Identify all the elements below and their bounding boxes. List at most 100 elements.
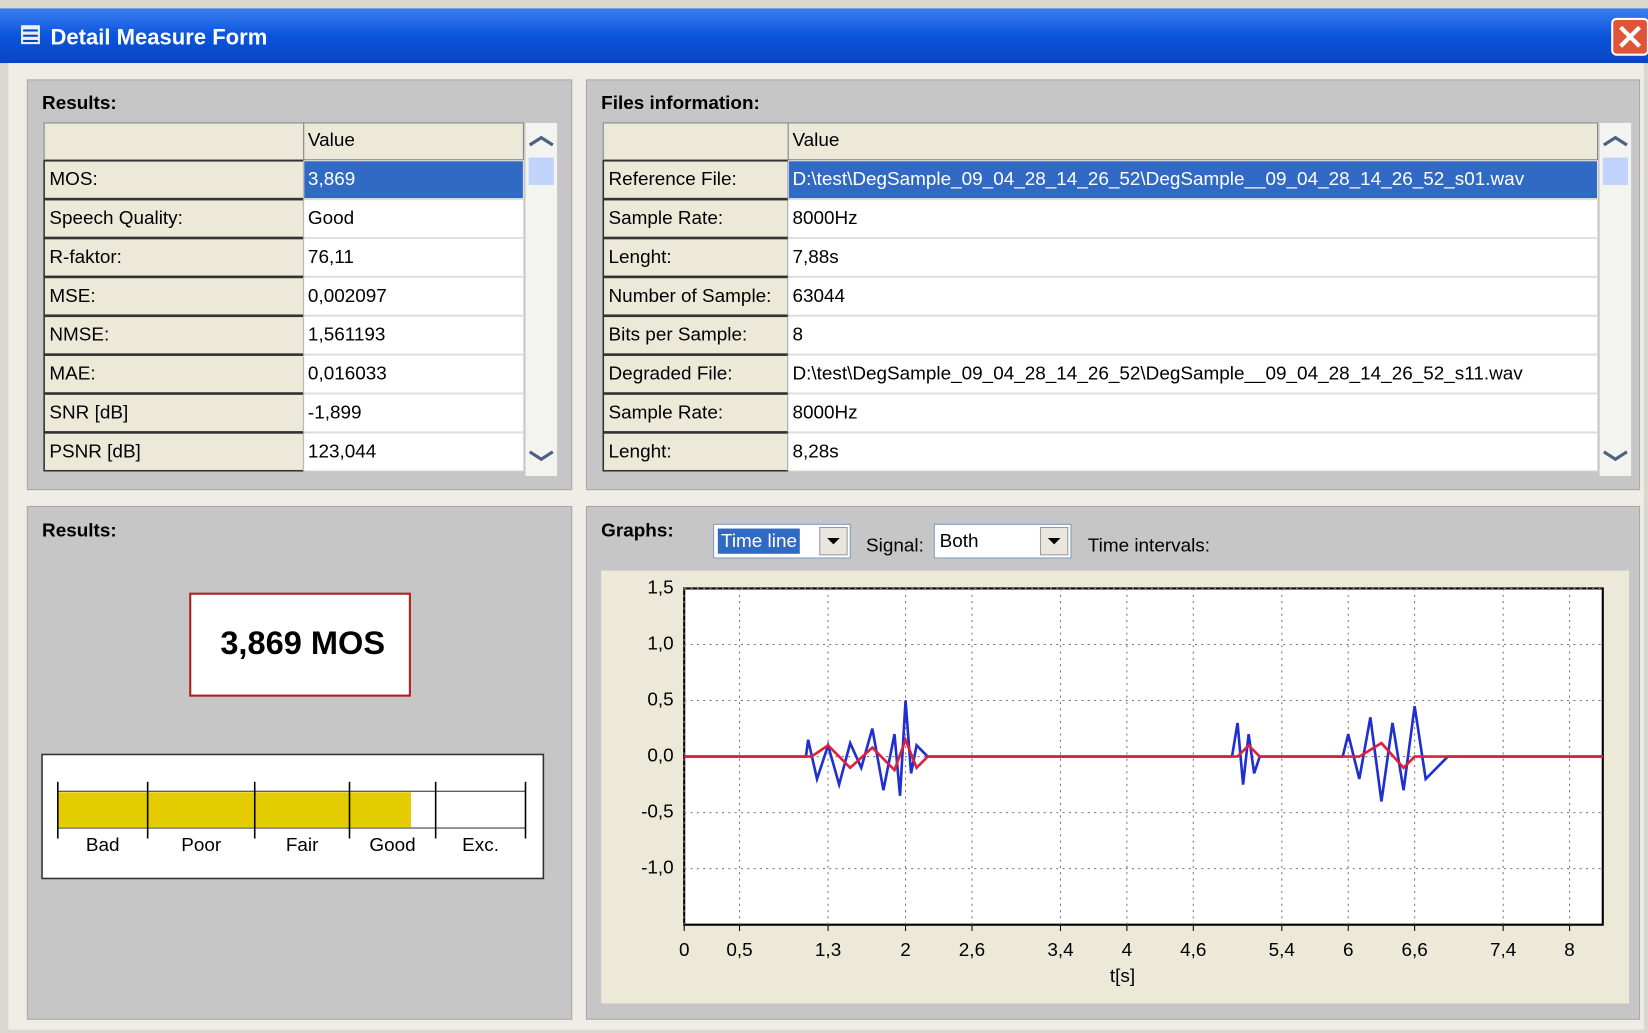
panel-title: Files information:: [601, 93, 760, 114]
row-value: 8: [792, 325, 803, 346]
x-tick-label: 0: [679, 940, 690, 961]
value-cell: [303, 238, 524, 277]
signal-dropdown-value: Both: [940, 531, 979, 552]
x-tick-label: 3,4: [1047, 940, 1073, 961]
row-value: 0,016033: [308, 364, 387, 385]
row-label: SNR [dB]: [49, 402, 128, 423]
x-axis-label: t[s]: [1110, 966, 1135, 987]
x-tick-label: 4,6: [1180, 940, 1206, 961]
row-value: 8,28s: [792, 441, 838, 462]
window-icon: [21, 25, 40, 45]
value-cell: [787, 199, 1599, 239]
value-cell: [303, 354, 524, 394]
row-label: PSNR [dB]: [49, 441, 140, 462]
row-label: R-faktor:: [49, 247, 122, 268]
title-bar: [0, 8, 1648, 64]
row-header-cell: [602, 276, 790, 317]
value-cell: [303, 315, 524, 355]
signal-label: Signal:: [866, 535, 924, 556]
gauge-label: Fair: [286, 835, 319, 856]
row-value: D:\test\DegSample_09_04_28_14_26_52\DegS…: [792, 169, 1524, 190]
y-tick-label: 1,5: [647, 577, 673, 598]
table-header-cell: [602, 122, 789, 161]
mos-display: [189, 592, 411, 697]
row-label: Speech Quality:: [49, 208, 182, 229]
panel-title: Results:: [42, 521, 117, 542]
y-tick-label: 1,0: [647, 633, 673, 654]
gauge-label: Exc.: [462, 835, 499, 856]
row-header-cell: [602, 159, 790, 200]
view-dropdown-value: Time line: [721, 531, 797, 552]
table-header-cell: [787, 122, 1599, 161]
value-cell: [787, 238, 1599, 277]
row-label: Sample Rate:: [609, 208, 724, 229]
row-header-cell: [43, 432, 305, 472]
value-cell: [787, 276, 1599, 316]
row-label: Bits per Sample:: [609, 325, 748, 346]
row-value: Good: [308, 208, 354, 229]
scroll-down[interactable]: [528, 450, 554, 462]
value-cell: [303, 276, 524, 316]
value-cell: [303, 199, 524, 239]
x-tick-label: 2,6: [959, 940, 985, 961]
row-label: Lenght:: [609, 441, 672, 462]
scroll-up[interactable]: [1602, 135, 1628, 147]
row-value: 76,11: [308, 247, 354, 268]
row-value: 63044: [792, 286, 845, 307]
y-tick-label: 0,0: [647, 746, 673, 767]
row-value: 8000Hz: [792, 402, 857, 423]
scroll-down[interactable]: [1602, 450, 1628, 462]
x-tick-label: 4: [1122, 940, 1133, 961]
x-tick-label: 6: [1343, 940, 1354, 961]
row-header-cell: [602, 393, 790, 433]
row-label: NMSE:: [49, 325, 109, 346]
row-header-cell: [602, 432, 790, 472]
table-header-cell: [43, 122, 305, 161]
window-title: Detail Measure Form: [50, 25, 267, 50]
view-dropdown[interactable]: [713, 523, 851, 559]
x-tick-label: 5,4: [1269, 940, 1295, 961]
row-label: Number of Sample:: [609, 286, 772, 307]
mos-display-text: 3,869 MOS: [220, 625, 385, 661]
row-label: Degraded File:: [609, 364, 733, 385]
row-value: 123,044: [308, 441, 376, 462]
waveform: [684, 736, 1603, 773]
value-cell: [303, 160, 524, 200]
row-value: -1,899: [308, 402, 362, 423]
x-tick-label: 6,6: [1401, 940, 1427, 961]
table-header: Value: [308, 130, 355, 151]
row-value: 1,561193: [308, 325, 385, 346]
scroll-thumb[interactable]: [528, 157, 554, 185]
row-header-cell: [602, 198, 790, 239]
row-label: Reference File:: [609, 169, 737, 190]
value-cell: [303, 432, 524, 472]
row-value: 0,002097: [308, 286, 387, 307]
row-value: 7,88s: [792, 247, 838, 268]
row-label: Sample Rate:: [609, 402, 724, 423]
row-header-cell: [602, 354, 790, 394]
row-label: MOS:: [49, 169, 97, 190]
gauge-label: Poor: [181, 835, 221, 856]
x-tick-label: 7,4: [1490, 940, 1516, 961]
x-tick-label: 8: [1564, 940, 1575, 961]
y-tick-label: 0,5: [647, 690, 673, 711]
row-header-cell: [43, 198, 305, 239]
row-header-cell: [43, 354, 305, 394]
x-tick-label: 2: [900, 940, 911, 961]
panel-title: Results:: [42, 93, 117, 114]
close-button[interactable]: [1611, 17, 1648, 56]
row-value: 8000Hz: [792, 208, 857, 229]
row-value: D:\test\DegSample_09_04_28_14_26_52\DegS…: [792, 364, 1523, 385]
gauge-label: Bad: [86, 835, 120, 856]
scroll-thumb[interactable]: [1602, 157, 1628, 185]
scroll-up[interactable]: [528, 135, 554, 147]
row-label: Lenght:: [609, 247, 672, 268]
value-cell: [787, 315, 1599, 355]
value-cell: [787, 354, 1599, 394]
y-tick-label: -1,0: [641, 858, 674, 879]
signal-dropdown[interactable]: [933, 523, 1072, 559]
gauge-label: Good: [369, 835, 415, 856]
table-header-cell: [303, 122, 524, 161]
row-header-cell: [43, 276, 305, 317]
